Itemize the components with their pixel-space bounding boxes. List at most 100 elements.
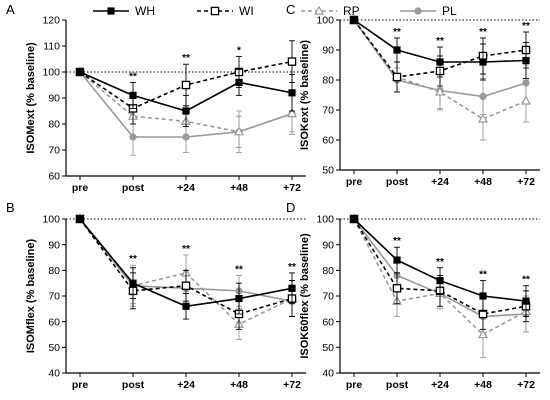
panel-letter: B	[6, 200, 15, 215]
legend-label: WH	[135, 4, 155, 18]
y-axis-label: ISOK60flex (% baseline)	[299, 233, 311, 359]
x-tick-label: +24	[431, 379, 449, 391]
y-axis-label: ISOKext (% baseline)	[299, 40, 311, 150]
x-tick-label: pre	[346, 176, 363, 188]
data-point	[182, 302, 190, 310]
x-tick-label: pre	[346, 379, 363, 391]
y-tick-label: 100	[42, 214, 60, 226]
x-tick-label: post	[386, 379, 409, 391]
data-point	[287, 57, 297, 66]
y-tick-label: 100	[42, 67, 60, 79]
legend-marker	[107, 7, 115, 15]
y-tick-label: 90	[322, 239, 334, 251]
x-tick-label: +48	[230, 182, 248, 194]
legend-label: WI	[239, 4, 254, 18]
data-point	[233, 126, 245, 136]
legend-label: PL	[442, 4, 457, 18]
data-point	[436, 58, 444, 66]
y-tick-label: 60	[322, 316, 334, 328]
x-tick-label: +72	[517, 176, 535, 188]
series-wh	[350, 215, 530, 317]
y-axis-label: ISOMflex (% baseline)	[25, 239, 37, 354]
y-tick-label: 70	[322, 291, 334, 303]
x-tick-label: +72	[283, 379, 301, 391]
data-point	[181, 80, 191, 90]
significance-marker: **	[479, 270, 487, 281]
x-tick-label: +48	[474, 379, 492, 391]
series-wh	[350, 16, 530, 81]
data-point	[76, 68, 84, 76]
significance-marker: **	[129, 254, 137, 265]
data-point	[477, 329, 489, 339]
data-point	[76, 215, 84, 223]
legend-marker	[414, 7, 422, 15]
y-tick-label: 50	[48, 342, 60, 354]
legend-item-rp: RP	[301, 4, 360, 18]
series-line	[79, 218, 293, 326]
significance-marker: *	[237, 45, 241, 56]
panels: A ISOMext (% baseline) 60 70 80 90 100 110 120 pr…	[6, 2, 540, 391]
data-point	[129, 91, 137, 99]
y-tick-label: 80	[322, 75, 334, 87]
significance-marker: **	[522, 21, 530, 32]
y-tick-label: 90	[48, 239, 60, 251]
y-axis-label: ISOMext (% baseline)	[25, 42, 37, 154]
significance-marker: **	[479, 27, 487, 38]
series-wh	[76, 215, 296, 320]
panel-b: B ISOMflex (% baseline) 40 50 60 70 80 90 100 pre…	[6, 200, 306, 391]
legend-marker	[313, 5, 325, 15]
significance-marker: **	[182, 244, 190, 255]
panel-letter: D	[286, 200, 295, 215]
y-tick-label: 110	[43, 41, 60, 53]
data-point	[520, 95, 532, 105]
data-point	[393, 46, 401, 54]
data-point	[181, 281, 191, 290]
y-tick-label: 60	[48, 316, 60, 328]
y-tick-label: 70	[48, 291, 60, 303]
x-tick-label: +48	[474, 176, 492, 188]
y-tick-label: 90	[322, 45, 334, 57]
x-tick-label: +24	[177, 379, 195, 391]
legend-marker	[210, 6, 220, 16]
significance-marker: **	[393, 236, 401, 247]
panel-letter: A	[6, 2, 15, 17]
y-tick-label: 40	[48, 368, 60, 380]
data-point	[129, 279, 137, 287]
data-point	[436, 277, 444, 285]
data-point	[522, 297, 530, 305]
data-point	[479, 58, 487, 66]
y-tick-label: 120	[42, 15, 60, 27]
x-tick-label: pre	[72, 182, 89, 194]
legend-label: RP	[343, 4, 360, 18]
significance-marker: **	[182, 53, 190, 64]
data-point	[350, 215, 358, 223]
series-wh	[76, 68, 296, 128]
data-point	[434, 86, 446, 96]
data-point	[235, 78, 243, 86]
x-tick-label: +24	[177, 182, 195, 194]
data-point	[392, 284, 402, 293]
y-tick-label: 40	[322, 368, 334, 380]
data-point	[392, 72, 402, 82]
data-point	[286, 108, 298, 118]
y-tick-label: 100	[316, 214, 334, 226]
x-tick-label: pre	[72, 379, 89, 391]
y-tick-label: 50	[322, 165, 334, 177]
y-tick-label: 70	[322, 105, 334, 117]
panel-letter: C	[286, 2, 295, 17]
x-tick-label: post	[122, 182, 145, 194]
significance-marker: **	[436, 36, 444, 47]
data-point	[288, 284, 296, 292]
data-point	[182, 107, 190, 115]
data-point	[350, 16, 358, 24]
x-tick-label: +24	[431, 176, 449, 188]
x-tick-label: +48	[230, 379, 248, 391]
y-tick-label: 70	[48, 145, 60, 157]
panel-a: A ISOMext (% baseline) 60 70 80 90 100 110 120 pr…	[6, 2, 306, 194]
y-tick-label: 80	[48, 265, 60, 277]
significance-marker: **	[288, 262, 296, 273]
series-line	[353, 19, 527, 120]
data-point	[479, 292, 487, 300]
significance-marker: **	[129, 71, 137, 82]
